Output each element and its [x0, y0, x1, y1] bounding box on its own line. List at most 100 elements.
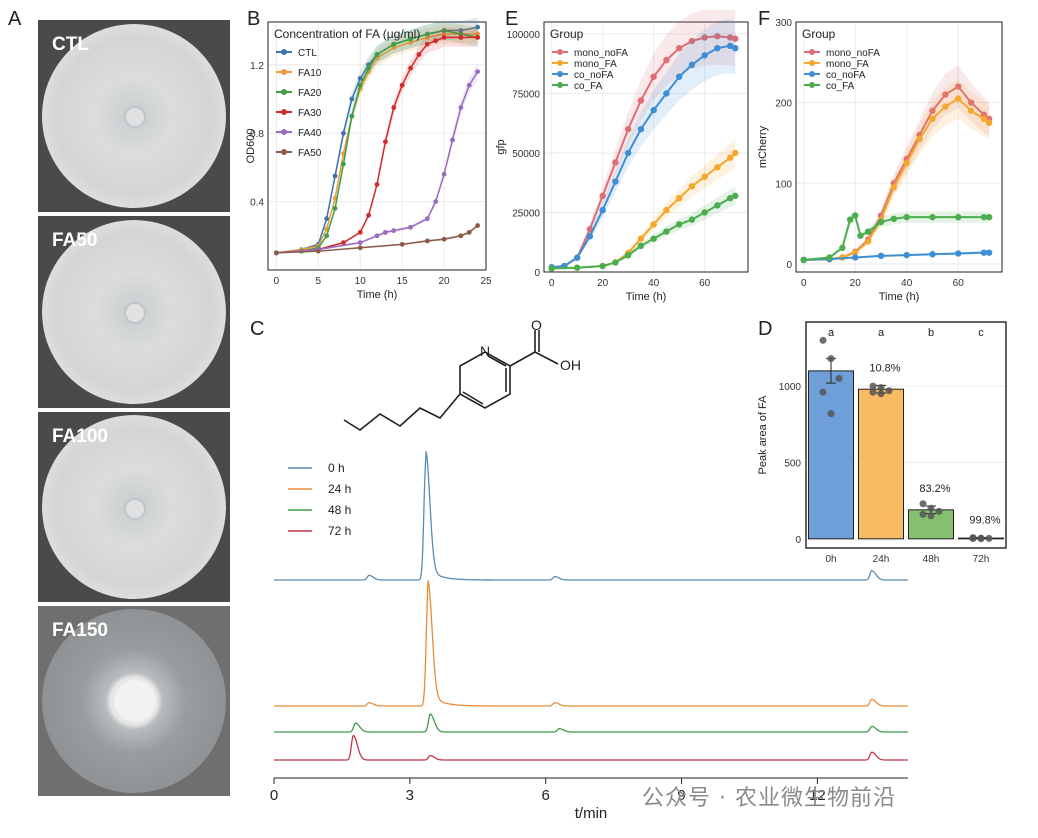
legend-label-FA40: FA40 — [298, 128, 322, 139]
legend-label: 48 h — [328, 503, 351, 517]
data-point-co_FA — [890, 215, 898, 222]
panel-letter-a: A — [8, 8, 22, 30]
data-point-mono_FA — [980, 115, 988, 122]
data-point-co_noFA — [637, 125, 645, 133]
data-point-co_noFA — [929, 251, 936, 258]
data-point-co_FA — [852, 212, 859, 219]
data-point-co_noFA — [573, 254, 581, 261]
data-point-co_noFA — [586, 233, 594, 240]
colony-center — [124, 302, 146, 324]
data-point-0h — [827, 410, 835, 418]
data-point-FA20 — [357, 82, 363, 88]
data-point-mono_FA — [985, 119, 993, 127]
legend-label-FA20: FA20 — [298, 88, 322, 99]
plate-label: FA100 — [52, 426, 108, 447]
colony-center — [112, 678, 158, 724]
data-point-FA10 — [408, 40, 413, 45]
x-tick-label: 15 — [397, 276, 409, 287]
legend-swatch-dot-co_noFA — [557, 71, 563, 77]
data-point-co_FA — [857, 232, 864, 239]
plot-frame — [805, 321, 1007, 549]
data-point-CTL — [357, 76, 363, 81]
x-tick-label: 24h — [873, 554, 890, 565]
data-point-mono_FA — [701, 173, 708, 180]
legend-label: 0 h — [328, 461, 345, 475]
x-tick-label: 5 — [316, 276, 322, 287]
data-point-FA40 — [458, 105, 464, 110]
panel-letter-d: D — [758, 318, 773, 340]
legend-label-mono_FA: mono_FA — [574, 59, 617, 70]
trace-0h — [274, 451, 908, 581]
data-point-48h — [935, 507, 943, 515]
x-tick-label: 0 — [270, 787, 278, 804]
data-point-FA50 — [466, 229, 472, 235]
colony-center — [124, 106, 146, 128]
y-tick-label: 0.4 — [250, 198, 264, 209]
chart-growth-od600: 0.4 0.8 1.2 0 5 10 15 20 25 Time (h) OD600 Concentr… — [245, 17, 492, 301]
data-point-FA20 — [424, 31, 430, 37]
series-line-FA30 — [276, 36, 478, 254]
data-point-co_FA — [675, 221, 683, 228]
series-line-FA20 — [276, 29, 478, 254]
data-point-FA30 — [366, 212, 372, 218]
data-point-co_FA — [612, 259, 619, 266]
x-axis-label: Time (h) — [626, 291, 667, 303]
data-point-0h — [819, 388, 827, 396]
data-point-co_FA — [650, 235, 657, 242]
data-point-co_noFA — [701, 52, 708, 59]
chart-mcherry: 0 100 200 300 0 20 40 60 Time (h) mCherry Group mon… — [757, 18, 1003, 303]
data-point-mono_FA — [903, 159, 910, 167]
y-axis-label: Peak area of FA — [757, 395, 769, 475]
legend-label-co_FA: co_FA — [574, 81, 603, 92]
data-point-co_FA — [826, 254, 833, 261]
y-tick-label: 0 — [786, 260, 792, 271]
x-tick-label: 60 — [953, 278, 965, 289]
data-point-FA50 — [475, 223, 481, 228]
data-point-72h — [985, 534, 993, 542]
legend-swatch-dot-mono_FA — [809, 60, 815, 66]
data-point-co_FA — [877, 218, 885, 226]
data-point-mono_noFA — [942, 91, 949, 98]
data-point-mono_FA — [967, 107, 975, 114]
data-point-co_FA — [637, 242, 645, 250]
data-point-co_noFA — [903, 251, 910, 259]
y-tick-label: 100000 — [507, 30, 541, 41]
x-tick-label: 20 — [597, 278, 609, 289]
trace-48h — [274, 713, 908, 733]
data-point-0h — [835, 375, 843, 382]
data-point-mono_FA — [714, 164, 721, 171]
watermark-text: 公众号 · 农业微生物前沿 — [642, 786, 896, 811]
chart-peak-area: 0 500 1000 a 0h a 10.8% 24h b 83.2% 48h c 99.8% 72h Pe… — [757, 321, 1007, 565]
data-point-48h — [927, 512, 935, 520]
series-line-FA40 — [276, 71, 479, 254]
data-point-co_FA — [903, 213, 910, 221]
data-point-FA30 — [399, 82, 405, 88]
x-tick-label: 40 — [901, 278, 913, 289]
data-point-mono_noFA — [624, 125, 632, 133]
data-point-co_noFA — [877, 252, 885, 260]
data-point-co_FA — [548, 265, 555, 272]
legend-label-mono_FA: mono_FA — [826, 59, 869, 70]
data-point-mono_noFA — [688, 37, 696, 45]
bar-0h — [808, 370, 854, 540]
data-point-mono_noFA — [637, 97, 645, 104]
legend-label-mono_noFA: mono_noFA — [826, 48, 880, 59]
data-point-FA50 — [315, 248, 321, 254]
data-point-FA10 — [424, 34, 430, 40]
y-tick-label: 25000 — [512, 208, 540, 219]
data-point-co_FA — [839, 244, 846, 252]
reduction-label: 83.2% — [919, 483, 950, 495]
data-point-mono_noFA — [701, 34, 708, 41]
data-point-co_FA — [573, 264, 581, 271]
data-point-72h — [977, 535, 985, 543]
data-point-mono_FA — [942, 103, 949, 110]
data-point-co_FA — [800, 256, 807, 264]
data-point-mono_FA — [726, 154, 734, 161]
data-point-co_noFA — [599, 206, 606, 214]
panel-letter-e: E — [505, 8, 519, 30]
series-band-mono_noFA — [551, 10, 736, 268]
data-point-co_FA — [980, 213, 988, 221]
atom-o-label: O — [531, 318, 542, 333]
data-point-CTL — [349, 96, 355, 102]
x-tick-label: 3 — [406, 787, 414, 804]
